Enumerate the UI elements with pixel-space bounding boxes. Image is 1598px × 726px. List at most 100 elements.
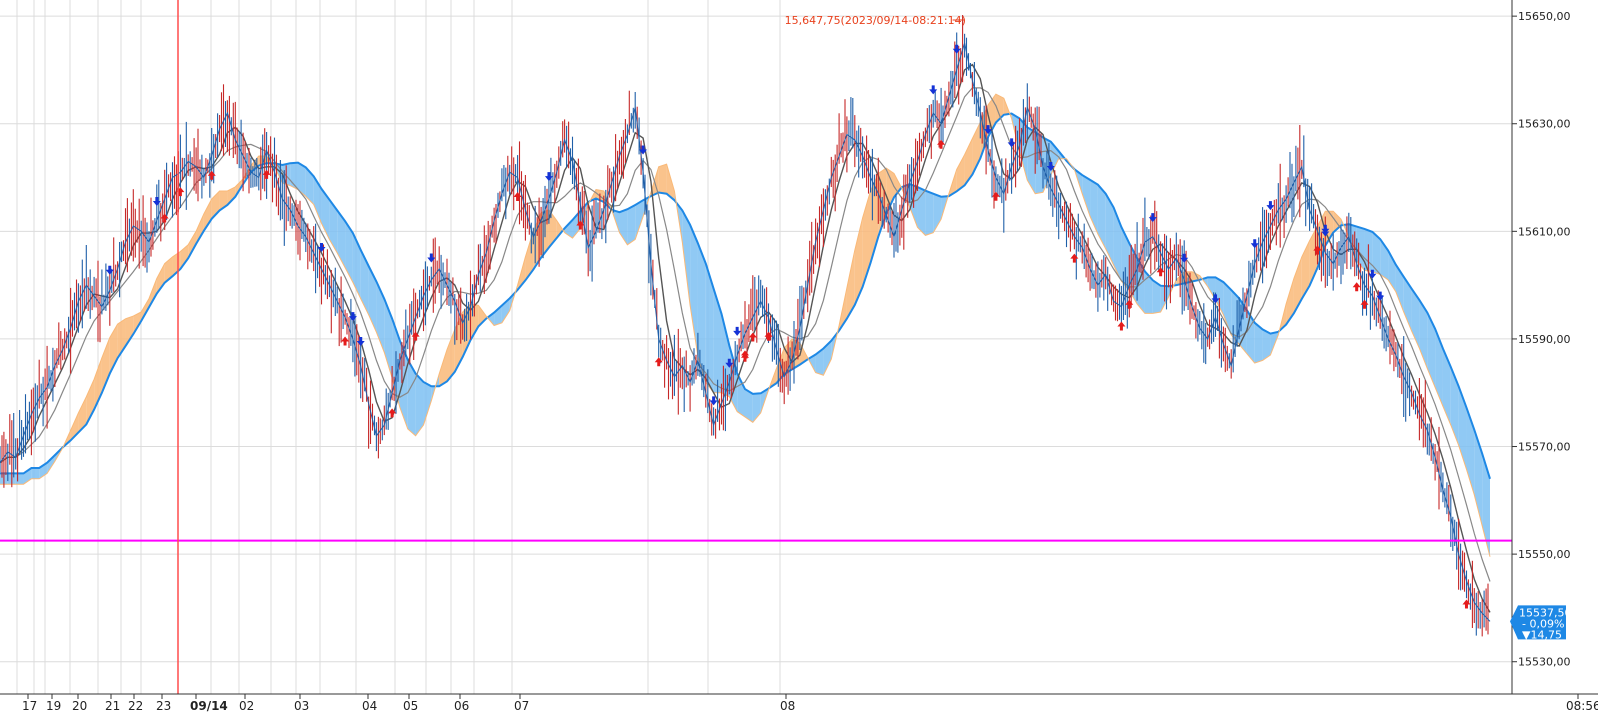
cloud-segment [101, 337, 110, 393]
cloud-segment [854, 217, 863, 305]
cloud-segment [1372, 231, 1381, 275]
cloud-segment [39, 462, 48, 479]
cloud-segment [1262, 329, 1271, 361]
cloud-segment [658, 164, 667, 194]
x-tick-label: 08:56 [1566, 699, 1598, 713]
cloud-segment [964, 138, 973, 186]
cloud-segment [156, 263, 165, 294]
current-price-tag: 15537,50 - 0,09% ▼14,75 [1510, 605, 1572, 641]
cloud-segment [1254, 322, 1263, 364]
sell-arrow [317, 243, 326, 253]
x-tick-label: 04 [362, 699, 377, 713]
axes [0, 0, 1598, 695]
x-tick-label: 02 [239, 699, 254, 713]
x-tick-label: 23 [156, 699, 171, 713]
cloud-segment [1144, 271, 1153, 314]
cloud-segment [745, 389, 753, 423]
cloud-segment [298, 162, 306, 197]
buy-arrow [176, 187, 185, 197]
sell-arrow [1321, 227, 1330, 237]
x-tick-label: 22 [128, 699, 143, 713]
buy-arrow [764, 331, 773, 341]
cloud-segment [1082, 175, 1091, 217]
price-tag-percent: - 0,09% [1522, 617, 1564, 630]
cloud-segment [1435, 328, 1443, 407]
sell-arrow [952, 44, 961, 54]
cloud-segment [133, 312, 142, 335]
cloud-segment [360, 249, 369, 315]
cloud-segment [1223, 282, 1232, 335]
cloud-segment [494, 305, 502, 326]
y-tick-label: 15630,00 [1518, 118, 1571, 131]
sell-arrow [427, 253, 436, 263]
sell-arrow [1180, 253, 1189, 263]
y-tick-label: 15550,00 [1518, 548, 1571, 561]
buy-arrow [1117, 321, 1126, 331]
sell-arrow [984, 125, 993, 135]
cloud-segment [1419, 300, 1428, 369]
x-tick-label: 06 [454, 699, 469, 713]
x-tick-label: 21 [105, 699, 120, 713]
price-tag-points: ▼14,75 [1522, 628, 1562, 641]
cloud-segment [1482, 453, 1490, 557]
sell-arrow [1148, 213, 1157, 223]
cloud-segment [415, 373, 424, 436]
buy-arrow [1352, 282, 1361, 292]
cloud-segment [1333, 211, 1341, 233]
cloud-segment [345, 221, 353, 283]
cloud-segment [1286, 278, 1294, 325]
sell-arrow [709, 396, 718, 406]
cloud-segment [917, 187, 926, 236]
cloud-segment [956, 154, 965, 192]
base-line [0, 87, 1491, 582]
buy-arrow [411, 331, 420, 341]
cloud-segment [682, 210, 691, 306]
sell-arrow [639, 145, 648, 155]
cloud-segment [337, 210, 346, 268]
buy-arrow [262, 169, 271, 179]
cloud-segment [196, 213, 204, 244]
cloud-segment [1113, 207, 1122, 282]
cloud-segment [862, 190, 871, 287]
cloud-segment [227, 186, 236, 206]
cloud-segment [1301, 240, 1310, 299]
cloud-segment [823, 340, 832, 376]
cloud-segment [78, 396, 87, 433]
cloud-segment [1388, 250, 1396, 292]
sell-arrow [1250, 239, 1259, 249]
cloud-segment [1105, 193, 1114, 265]
cloud-segment [164, 256, 173, 283]
cloud-segment [666, 164, 675, 201]
cloud-segment [697, 243, 706, 382]
cloud-segment [329, 199, 338, 253]
cloud-segment [556, 220, 565, 238]
sell-arrow [105, 265, 114, 275]
sell-arrow [356, 337, 365, 347]
cloud-segment [1215, 277, 1224, 315]
y-axis-ticks: 15530,00 15550,00 15570,00 15590,00 15610,00… [1512, 10, 1571, 669]
sell-arrow [1266, 201, 1275, 211]
y-tick-label: 15610,00 [1518, 225, 1571, 238]
cloud-segment [447, 329, 455, 382]
buy-arrow [576, 220, 585, 230]
y-tick-label: 15530,00 [1518, 656, 1571, 669]
buy-arrow [1070, 253, 1079, 263]
cloud-segment [886, 168, 894, 214]
cloud-segment [149, 278, 157, 308]
cloud-segment [1450, 367, 1459, 446]
indicator-lines [0, 63, 1491, 613]
cloud-segment [439, 349, 447, 387]
cloud-segment [180, 244, 189, 269]
buy-arrow [654, 357, 663, 367]
cloud-segment [478, 305, 487, 327]
cloud-segment [1466, 407, 1475, 495]
sell-arrow [725, 358, 734, 368]
cloud-segment [125, 316, 134, 347]
sell-arrow [1368, 269, 1377, 279]
cloud-segment [846, 250, 855, 319]
cloud-segment [705, 263, 714, 393]
cloud-segment [141, 298, 149, 321]
cloud-segment [737, 373, 745, 417]
sell-arrow [1211, 294, 1220, 304]
